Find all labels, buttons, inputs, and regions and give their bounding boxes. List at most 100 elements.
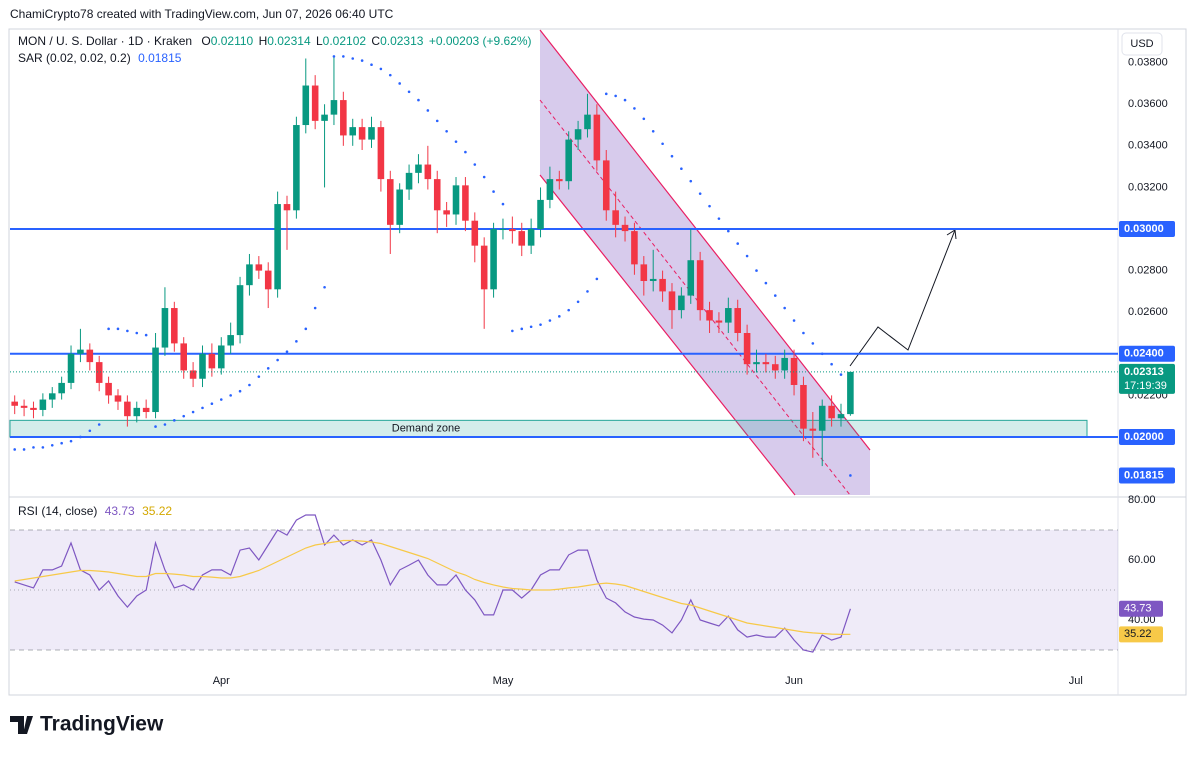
logo-mark xyxy=(10,716,33,734)
candle-body xyxy=(706,310,713,321)
sar-dot xyxy=(558,315,561,318)
candle-body xyxy=(762,362,770,365)
channel-upper xyxy=(539,29,871,451)
candle-body xyxy=(95,362,103,383)
candle-body xyxy=(443,210,450,215)
candle-body xyxy=(837,414,845,419)
candle-body xyxy=(152,347,159,413)
candle-body xyxy=(424,164,432,180)
candle-body xyxy=(565,139,572,182)
level-badge-label: 0.03000 xyxy=(1124,223,1164,235)
candle-body xyxy=(39,399,47,410)
projection-arrow xyxy=(849,229,956,367)
logo: TradingView xyxy=(10,713,164,736)
rsi-badge-label: 43.73 xyxy=(1124,603,1152,615)
candle-body xyxy=(142,407,150,413)
sar-dot xyxy=(595,277,599,281)
candle-body xyxy=(387,179,394,225)
sar-dot xyxy=(248,383,251,387)
price-badge xyxy=(1119,363,1175,394)
candle-body xyxy=(452,185,460,215)
sar-dot xyxy=(811,342,815,345)
sar-dot xyxy=(173,419,176,422)
sar-dot xyxy=(32,446,35,449)
sar-dot xyxy=(633,107,636,110)
ohlc-value: 0.02313 xyxy=(380,34,424,48)
sar-dot xyxy=(830,362,833,366)
candle-body xyxy=(114,395,122,402)
sar-dot xyxy=(238,389,242,393)
sar-dot xyxy=(266,367,270,370)
candle-body xyxy=(433,179,441,211)
sar-dot xyxy=(802,331,805,335)
ohlc-value: 0.02110 xyxy=(211,34,254,48)
candle-body xyxy=(809,428,817,431)
sar-dot xyxy=(229,394,232,397)
candle-body xyxy=(527,229,535,246)
sar-dot xyxy=(529,325,533,329)
candle-body xyxy=(67,353,75,383)
sar-dot xyxy=(736,242,740,245)
candle-body xyxy=(696,260,704,311)
sar-dot xyxy=(285,350,289,354)
sar-dot xyxy=(97,423,101,426)
candle-body xyxy=(678,295,685,311)
candle-body xyxy=(358,127,366,140)
sar-dot xyxy=(783,306,786,310)
sar-dot xyxy=(107,327,110,331)
candle-body xyxy=(668,291,676,311)
candle-body xyxy=(602,160,610,211)
ohlc-key: H xyxy=(259,34,268,48)
y-tick-label: 0.02800 xyxy=(1128,265,1168,277)
candle-body xyxy=(659,278,666,292)
sar-dot xyxy=(219,398,223,401)
candle-body xyxy=(105,382,112,396)
sar-badge-label: 0.01815 xyxy=(1124,469,1164,481)
candle-body xyxy=(556,179,563,182)
ohlc-key: C xyxy=(371,34,380,48)
ohlc-value: 0.02102 xyxy=(323,34,367,48)
candle-body xyxy=(649,278,657,282)
sar-dot xyxy=(210,402,214,406)
sar-dot xyxy=(839,373,843,376)
rsi-line xyxy=(14,539,851,636)
candle-body xyxy=(227,335,234,346)
candle-body xyxy=(771,364,779,371)
candle-body xyxy=(518,231,526,246)
candle-body xyxy=(264,270,272,290)
candle-body xyxy=(396,189,403,225)
sar-dot xyxy=(332,55,336,58)
sar-dot xyxy=(295,340,298,343)
candle-body xyxy=(490,229,497,290)
candle-body xyxy=(208,353,216,369)
x-tick-label: Jun xyxy=(785,675,803,687)
candle-body xyxy=(715,320,723,323)
sar-dot xyxy=(576,300,580,304)
change: +0.00203 (+9.62%) xyxy=(429,34,532,48)
sar-dot xyxy=(379,67,383,71)
sar-dot xyxy=(501,202,505,206)
zone-label: Demand zone xyxy=(392,423,461,435)
countdown: 17:19:39 xyxy=(1124,380,1167,392)
sar-legend: SAR (0.02, 0.02, 0.2) 0.01815 xyxy=(18,51,182,65)
currency-button[interactable] xyxy=(1121,32,1163,56)
rsi-line xyxy=(14,514,851,653)
sar-dot xyxy=(135,331,139,335)
sar-dot xyxy=(689,179,693,183)
rsi-tick-label: 60.00 xyxy=(1128,554,1156,566)
rsi-ma-value: 35.22 xyxy=(142,504,172,518)
currency[interactable]: USD xyxy=(1130,38,1153,50)
sar-dot xyxy=(623,98,627,102)
candle-body xyxy=(330,100,338,115)
y-tick-label: 0.03600 xyxy=(1128,98,1168,110)
rsi-name: RSI (14, close) xyxy=(18,504,97,518)
candle-body xyxy=(725,308,732,323)
sar-dot xyxy=(567,308,570,312)
x-tick-label: Jul xyxy=(1069,675,1083,687)
sar-dot xyxy=(154,425,157,428)
sar-dot xyxy=(79,435,82,439)
candle-body xyxy=(293,125,300,211)
candle-body xyxy=(30,407,37,410)
level-badge xyxy=(1119,221,1175,238)
